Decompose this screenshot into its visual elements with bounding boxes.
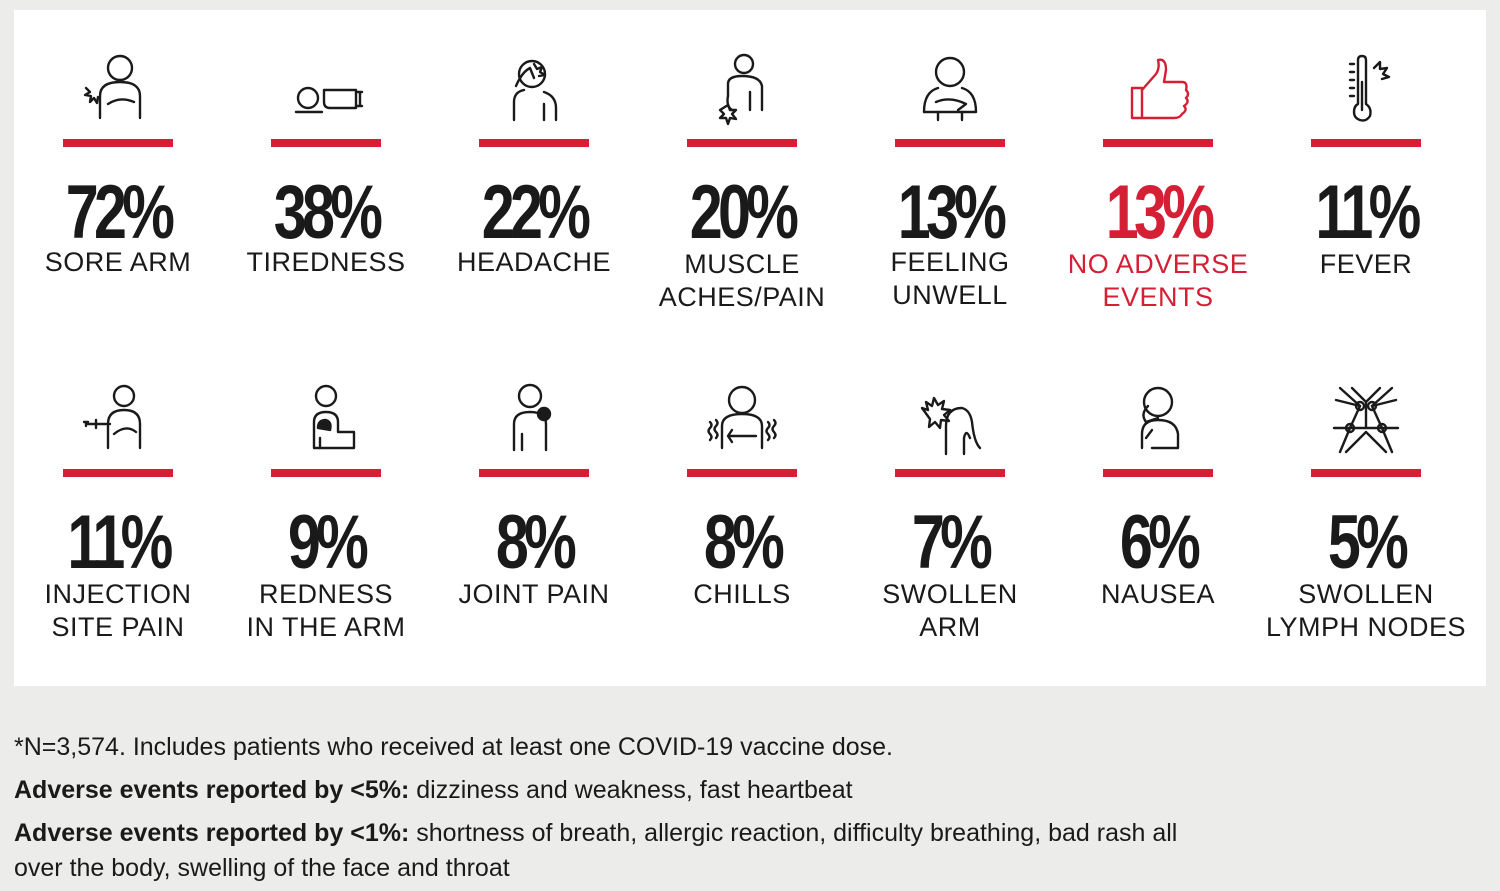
label-line2: SITE PAIN bbox=[51, 612, 185, 642]
under-5-label: Adverse events reported by <5%: bbox=[14, 776, 410, 804]
label-line1: FEVER bbox=[1319, 249, 1413, 279]
footnote-under-1: Adverse events reported by <1%: shortnes… bbox=[14, 816, 1214, 886]
accent-bar bbox=[479, 139, 589, 147]
label-line2: ACHES/PAIN bbox=[658, 282, 826, 312]
label-line2: UNWELL bbox=[892, 280, 1008, 310]
label-line2: EVENTS bbox=[1102, 282, 1214, 312]
percent-value: 6% bbox=[1119, 500, 1201, 585]
stat-label: SWOLLEN LYMPH NODES bbox=[1242, 578, 1490, 644]
percent-value: 13% bbox=[897, 170, 1007, 255]
label-line1: REDNESS bbox=[258, 579, 394, 609]
label-line2: IN THE ARM bbox=[246, 612, 406, 642]
percent-value: 20% bbox=[689, 170, 799, 255]
accent-bar bbox=[63, 139, 173, 147]
label-line1: TIREDNESS bbox=[246, 247, 406, 277]
accent-bar bbox=[895, 139, 1005, 147]
percent-value: 5% bbox=[1327, 500, 1409, 585]
label-line1: HEADACHE bbox=[456, 247, 612, 277]
label-line1: JOINT PAIN bbox=[458, 579, 610, 609]
accent-bar bbox=[687, 469, 797, 477]
stat-label: CHILLS bbox=[618, 578, 866, 611]
label-line1: SWOLLEN bbox=[882, 579, 1018, 609]
stat-label: TIREDNESS bbox=[202, 246, 450, 279]
under-1-label: Adverse events reported by <1%: bbox=[14, 819, 410, 847]
accent-bar bbox=[1311, 139, 1421, 147]
percent-value: 8% bbox=[495, 500, 577, 585]
label-line2: ARM bbox=[919, 612, 981, 642]
stat-label: HEADACHE bbox=[410, 246, 658, 279]
redness-arm-icon bbox=[286, 382, 366, 462]
label-line1: CHILLS bbox=[693, 579, 791, 609]
stat-label: SORE ARM bbox=[0, 246, 242, 279]
footnote-under-5: Adverse events reported by <5%: dizzines… bbox=[14, 773, 1454, 808]
label-line1: NAUSEA bbox=[1100, 579, 1216, 609]
percent-value: 8% bbox=[703, 500, 785, 585]
label-line1: NO ADVERSE bbox=[1067, 249, 1249, 279]
accent-bar bbox=[1103, 469, 1213, 477]
stat-label: MUSCLE ACHES/PAIN bbox=[618, 248, 866, 314]
label-line1: FEELING bbox=[890, 247, 1010, 277]
percent-value: 11% bbox=[1315, 170, 1421, 255]
muscle-ache-icon bbox=[702, 52, 782, 132]
accent-bar bbox=[63, 469, 173, 477]
label-line1: SORE ARM bbox=[44, 247, 192, 277]
swollen-arm-icon bbox=[910, 382, 990, 462]
percent-value: 38% bbox=[273, 170, 383, 255]
stat-label: SWOLLEN ARM bbox=[826, 578, 1074, 644]
accent-bar bbox=[1103, 139, 1213, 147]
label-line1: MUSCLE bbox=[684, 249, 800, 279]
stat-label: FEELING UNWELL bbox=[826, 246, 1074, 312]
feeling-unwell-icon bbox=[910, 52, 990, 132]
adverse-events-panel: 72% SORE ARM 38% TIREDNESS bbox=[14, 10, 1486, 686]
nausea-icon bbox=[1118, 382, 1198, 462]
footnote-sample: *N=3,574. Includes patients who received… bbox=[14, 733, 893, 761]
accent-bar bbox=[895, 469, 1005, 477]
accent-bar bbox=[687, 139, 797, 147]
tiredness-icon bbox=[286, 52, 366, 132]
percent-value: 13% bbox=[1105, 170, 1215, 255]
percent-value: 9% bbox=[287, 500, 369, 585]
stat-label: JOINT PAIN bbox=[410, 578, 658, 611]
accent-bar bbox=[271, 469, 381, 477]
under-1-text: shortness of breath, allergic reaction, … bbox=[14, 819, 1178, 882]
chills-icon bbox=[702, 382, 782, 462]
stat-label: FEVER bbox=[1242, 248, 1490, 281]
label-line2: LYMPH NODES bbox=[1265, 612, 1467, 642]
percent-value: 7% bbox=[911, 500, 993, 585]
lymph-nodes-icon bbox=[1326, 382, 1406, 462]
label-line1: INJECTION bbox=[44, 579, 192, 609]
headache-icon bbox=[494, 52, 574, 132]
stat-label: INJECTION SITE PAIN bbox=[0, 578, 242, 644]
stat-label: REDNESS IN THE ARM bbox=[202, 578, 450, 644]
footnotes: *N=3,574. Includes patients who received… bbox=[14, 730, 1454, 891]
percent-value: 22% bbox=[481, 170, 591, 255]
stat-label: NO ADVERSE EVENTS bbox=[1034, 248, 1282, 314]
stat-label: NAUSEA bbox=[1034, 578, 1282, 611]
accent-bar bbox=[479, 469, 589, 477]
thumbs-up-icon bbox=[1118, 52, 1198, 132]
percent-value: 72% bbox=[65, 170, 175, 255]
label-line1: SWOLLEN bbox=[1298, 579, 1434, 609]
accent-bar bbox=[1311, 469, 1421, 477]
under-5-text: dizziness and weakness, fast heartbeat bbox=[409, 776, 853, 804]
thermometer-icon bbox=[1326, 52, 1406, 132]
percent-value: 11% bbox=[67, 500, 173, 585]
injection-icon bbox=[78, 382, 158, 462]
sore-arm-icon bbox=[78, 52, 158, 132]
accent-bar bbox=[271, 139, 381, 147]
joint-pain-icon bbox=[494, 382, 574, 462]
